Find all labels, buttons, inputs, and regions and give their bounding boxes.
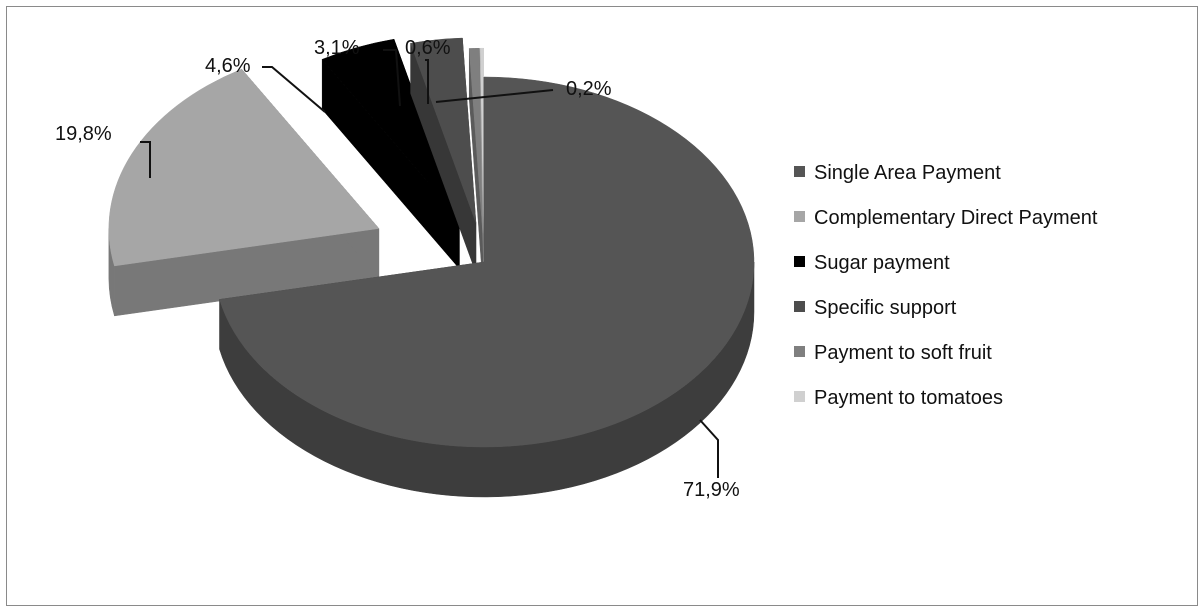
legend-item-specific-support: Specific support	[794, 297, 957, 319]
leader-line-payment-to-soft-fruit	[425, 59, 429, 104]
leader-line-complementary-direct-payment	[140, 141, 151, 178]
data-label-sugar-payment: 4,6%	[205, 55, 251, 77]
label-layer: 71,9% 19,8% 4,6% 3,1% 0,6% 0,2%	[55, 37, 740, 501]
leader-line-payment-to-tomatoes	[435, 89, 554, 103]
data-label-payment-to-tomatoes: 0,2%	[566, 78, 612, 100]
legend-item-single-area-payment: Single Area Payment	[794, 162, 1001, 184]
data-label-specific-support: 3,1%	[314, 37, 360, 59]
legend-item-sugar-payment: Sugar payment	[794, 252, 950, 274]
legend-label: Sugar payment	[814, 252, 950, 274]
legend-label: Payment to tomatoes	[814, 387, 1003, 409]
legend-item-complementary-direct-payment: Complementary Direct Payment	[794, 207, 1098, 229]
slice-top	[321, 38, 460, 219]
legend-label: Complementary Direct Payment	[814, 207, 1098, 229]
legend-swatch	[794, 256, 805, 267]
pie-slice-sugar-payment	[321, 38, 460, 270]
legend-item-payment-to-soft-fruit: Payment to soft fruit	[794, 342, 992, 364]
pie-slice-single-area-payment	[219, 76, 755, 498]
pie-slice-specific-support	[410, 37, 477, 273]
legend-swatch	[794, 301, 805, 312]
slice-top	[468, 47, 483, 234]
leader-line-sugar-payment	[262, 66, 326, 113]
legend-label: Specific support	[814, 297, 957, 319]
legend-swatch	[794, 211, 805, 222]
leader-line-single-area-payment	[699, 419, 719, 478]
leader-line-specific-support	[383, 49, 401, 107]
pie-chart: 71,9% 19,8% 4,6% 3,1% 0,6% 0,2% Single Area P…	[55, 37, 1098, 501]
pie-layer	[108, 37, 755, 498]
data-label-payment-to-soft-fruit: 0,6%	[405, 37, 451, 59]
data-label-single-area-payment: 71,9%	[683, 479, 740, 501]
slice-top	[219, 76, 755, 448]
legend-swatch	[794, 346, 805, 357]
data-label-complementary-direct-payment: 19,8%	[55, 123, 112, 145]
legend-item-payment-to-tomatoes: Payment to tomatoes	[794, 387, 1003, 409]
pie-slice-complementary-direct-payment	[108, 68, 380, 317]
slice-top	[108, 68, 380, 267]
legend-label: Single Area Payment	[814, 162, 1001, 184]
slice-top	[480, 47, 484, 234]
slice-top	[410, 37, 477, 223]
legend-swatch	[794, 391, 805, 402]
legend-label: Payment to soft fruit	[814, 342, 992, 364]
legend: Single Area Payment Complementary Direct …	[794, 162, 1098, 409]
legend-swatch	[794, 166, 805, 177]
